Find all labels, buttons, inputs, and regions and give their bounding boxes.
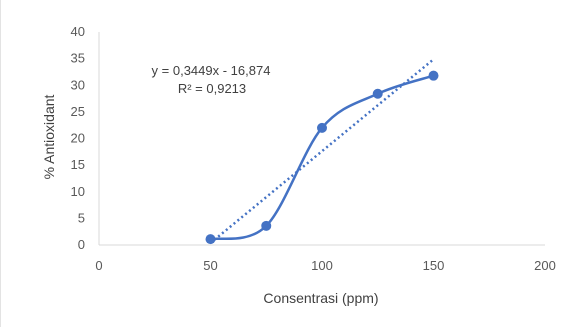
y-tick-label: 25	[71, 104, 85, 119]
y-axis-title: % Antioxidant	[41, 94, 57, 179]
x-tick-label: 150	[423, 258, 445, 273]
y-tick-label: 10	[71, 184, 85, 199]
y-tick-label: 35	[71, 51, 85, 66]
data-point	[372, 88, 383, 99]
data-point	[205, 234, 216, 245]
points-group	[205, 70, 439, 245]
x-tick-label: 200	[534, 258, 556, 273]
data-point	[261, 220, 272, 231]
y-tick-label: 20	[71, 131, 85, 146]
trendline-group	[209, 58, 435, 244]
y-tick-label: 0	[78, 237, 85, 252]
series-group	[210, 74, 434, 241]
data-point	[428, 70, 439, 81]
x-tick-label: 0	[95, 258, 102, 273]
y-tick-label: 5	[78, 210, 85, 225]
y-tick-label: 30	[71, 77, 85, 92]
x-axis-title: Consentrasi (ppm)	[263, 290, 378, 306]
x-axis: 0 50 100 150 200	[95, 244, 556, 273]
series-line	[210, 74, 434, 241]
trendline-equation: y = 0,3449x - 16,874	[152, 63, 271, 78]
y-axis: 0 5 10 15 20 25 30 35 40	[71, 24, 100, 252]
r-squared-label: R² = 0,9213	[178, 81, 246, 96]
y-tick-label: 40	[71, 24, 85, 39]
y-tick-label: 15	[71, 157, 85, 172]
x-tick-label: 50	[203, 258, 217, 273]
x-tick-label: 100	[311, 258, 333, 273]
trendline	[209, 58, 435, 244]
data-point	[317, 122, 327, 133]
